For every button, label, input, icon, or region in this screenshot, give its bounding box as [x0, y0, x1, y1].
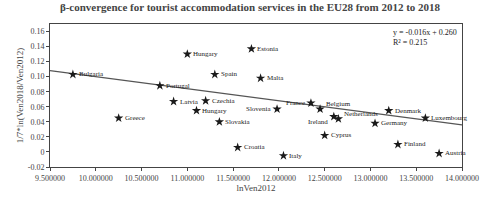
- svg-text:β-convergence for tourist acco: β-convergence for tourist accommodation …: [60, 1, 441, 13]
- svg-text:1/7*ln(Ven2018/Ven2012): 1/7*ln(Ven2018/Ven2012): [15, 48, 25, 144]
- svg-text:0.04: 0.04: [30, 118, 44, 127]
- svg-text:11.000000: 11.000000: [170, 174, 204, 183]
- svg-text:Slovakia: Slovakia: [225, 118, 250, 126]
- svg-text:0.12: 0.12: [30, 57, 44, 66]
- svg-text:12.500000: 12.500000: [308, 174, 342, 183]
- svg-text:Germany: Germany: [381, 119, 408, 127]
- svg-text:Latvia: Latvia: [180, 98, 199, 106]
- svg-text:Estonia: Estonia: [257, 45, 279, 53]
- svg-text:Austria: Austria: [445, 149, 467, 157]
- svg-text:Spain: Spain: [221, 70, 237, 78]
- svg-text:Belgium: Belgium: [326, 100, 351, 108]
- svg-text:Portugal: Portugal: [166, 82, 190, 90]
- svg-text:0.08: 0.08: [30, 88, 44, 97]
- svg-text:9.500000: 9.500000: [35, 174, 65, 183]
- svg-text:Luxembourg: Luxembourg: [431, 114, 468, 122]
- svg-text:12.000000: 12.000000: [262, 174, 296, 183]
- svg-text:0.02: 0.02: [30, 133, 44, 142]
- svg-text:0.14: 0.14: [30, 42, 44, 51]
- svg-text:-0.02: -0.02: [28, 163, 45, 172]
- svg-text:Denmark: Denmark: [395, 107, 422, 115]
- svg-text:Malta: Malta: [267, 74, 284, 82]
- svg-text:13.500000: 13.500000: [399, 174, 433, 183]
- svg-text:France: France: [286, 99, 305, 107]
- svg-text:10.500000: 10.500000: [125, 174, 159, 183]
- svg-text:0.10: 0.10: [30, 72, 44, 81]
- svg-text:Netherlands: Netherlands: [344, 110, 378, 118]
- svg-text:Hungary: Hungary: [202, 107, 227, 115]
- svg-text:Croatia: Croatia: [244, 143, 265, 151]
- svg-text:Bulgaria: Bulgaria: [79, 70, 104, 78]
- svg-text:Czechia: Czechia: [212, 97, 235, 105]
- svg-text:Ireland: Ireland: [308, 118, 328, 126]
- svg-text:Hungary: Hungary: [193, 50, 218, 58]
- svg-text:14.000000: 14.000000: [445, 174, 479, 183]
- svg-text:11.500000: 11.500000: [216, 174, 250, 183]
- svg-text:Greece: Greece: [125, 114, 145, 122]
- svg-text:Cyprus: Cyprus: [331, 131, 352, 139]
- svg-text:y = -0.016x + 0.260R² = 0.215: y = -0.016x + 0.260R² = 0.215: [393, 28, 457, 47]
- svg-text:lnVen2012: lnVen2012: [237, 183, 276, 193]
- svg-text:Italy: Italy: [289, 152, 302, 160]
- svg-text:Slovenia: Slovenia: [246, 105, 271, 113]
- svg-text:0.06: 0.06: [30, 103, 44, 112]
- svg-text:0.16: 0.16: [30, 27, 44, 36]
- svg-text:0: 0: [40, 148, 44, 157]
- svg-text:10.000000: 10.000000: [79, 174, 113, 183]
- svg-text:13.000000: 13.000000: [353, 174, 387, 183]
- svg-text:Finland: Finland: [404, 140, 426, 148]
